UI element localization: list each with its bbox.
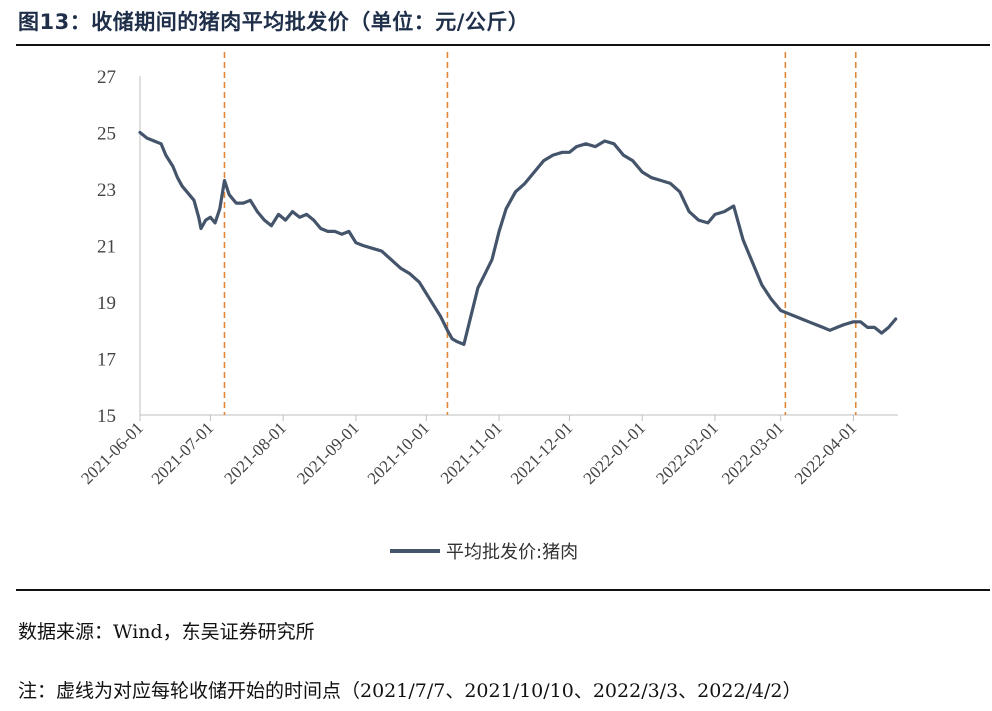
x-axis: 2021-06-01 2021-07-01 2021-08-01 2021-09-01… [77, 414, 898, 488]
x-tick-label: 2022-02-01 [652, 418, 722, 488]
x-tick-label: 2022-04-01 [791, 418, 861, 488]
y-tick-label: 27 [97, 67, 116, 88]
x-tick-label: 2021-11-01 [437, 418, 506, 487]
y-tick-label: 25 [97, 124, 116, 145]
legend-label: 平均批发价:猪肉 [446, 542, 578, 563]
figure-title: 图13：收储期间的猪肉平均批发价（单位：元/公斤） [18, 10, 530, 34]
x-tick-label: 2021-12-01 [507, 418, 577, 488]
x-tick-label: 2021-10-01 [364, 418, 434, 488]
marker-lines [223, 52, 857, 415]
y-tick-label: 21 [97, 237, 116, 258]
legend: 平均批发价:猪肉 [390, 542, 578, 563]
series-lines [138, 130, 898, 346]
source-note: 数据来源：Wind，东吴证券研究所 [18, 621, 315, 643]
series-line [138, 130, 898, 346]
bottom-rule [16, 589, 990, 591]
y-tick-label: 17 [97, 350, 116, 371]
top-rule [16, 44, 990, 46]
y-tick-label: 19 [97, 293, 116, 314]
x-tick-label: 2022-03-01 [718, 418, 788, 488]
x-tick-label: 2021-06-01 [77, 418, 147, 488]
x-tick-label: 2021-08-01 [220, 418, 290, 488]
y-tick-label: 23 [97, 180, 116, 201]
footnote: 注：虚线为对应每轮收储开始的时间点（2021/7/7、2021/10/10、20… [18, 680, 802, 702]
y-tick-label: 15 [97, 406, 116, 427]
x-tick-label: 2021-09-01 [293, 418, 363, 488]
y-axis: 15 17 19 21 23 25 27 [97, 67, 141, 427]
x-tick-label: 2021-07-01 [148, 418, 218, 488]
x-tick-label: 2022-01-01 [580, 418, 650, 488]
